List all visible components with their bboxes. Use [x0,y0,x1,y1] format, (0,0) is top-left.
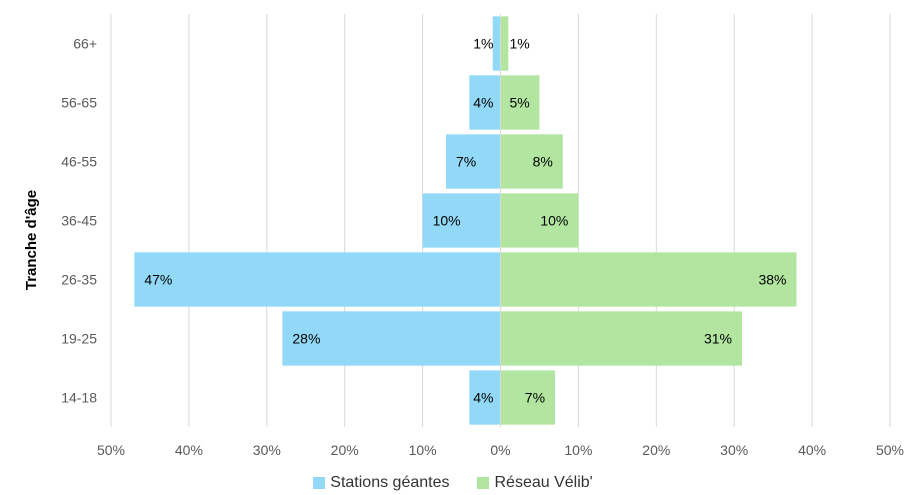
legend-label-velib: Réseau Vélib' [494,474,593,491]
x-tick-label: 50% [97,442,125,458]
data-label: 7% [456,154,476,170]
category-labels: 66+ 56-65 46-55 36-45 26-35 19-25 14-18 [61,36,97,406]
data-label: 8% [533,154,553,170]
legend-item-stations: Stations géantes [313,474,449,492]
data-label: 4% [473,95,493,111]
data-labels: 1% 1% 4% 5% 7% 8% 10% 10% 47% 38% 28% 31% 4% 7% [144,36,786,406]
data-label: 28% [292,331,320,347]
legend: Stations géantes Réseau Vélib' [0,474,906,492]
category-label: 19-25 [61,331,97,347]
data-label: 47% [144,272,172,288]
x-tick-label: 20% [331,442,359,458]
x-tick-label: 40% [798,442,826,458]
x-tick-label: 10% [564,442,592,458]
bar-stations-geantes [492,16,501,71]
x-tick-label: 40% [175,442,203,458]
x-tick-labels: 50% 40% 30% 20% 10% 0% 10% 20% 30% 40% 50% [97,442,904,458]
legend-item-velib: Réseau Vélib' [477,474,593,492]
bar-stations-geantes [445,134,501,189]
data-label: 4% [473,390,493,406]
category-label: 14-18 [61,390,97,406]
bar-stations-geantes [282,311,501,366]
data-label: 38% [758,272,786,288]
legend-swatch-stations [313,477,326,489]
category-label: 66+ [73,36,97,52]
category-label: 46-55 [61,154,97,170]
category-label: 36-45 [61,213,97,229]
data-label: 10% [433,213,461,229]
x-tick-label: 30% [253,442,281,458]
legend-swatch-velib [477,477,490,489]
x-tick-label: 10% [409,442,437,458]
x-tick-label: 50% [876,442,904,458]
bar-reseau-velib [500,16,509,71]
bar-stations-geantes [134,252,501,307]
bar-reseau-velib [500,370,556,425]
data-label: 10% [540,213,568,229]
y-axis-label: Tranche d'âge [23,190,40,290]
bar-stations-geantes [469,370,501,425]
x-tick-label: 20% [642,442,670,458]
bars [134,14,797,427]
data-label: 7% [525,390,545,406]
category-label: 56-65 [61,95,97,111]
bar-reseau-velib [500,252,797,307]
category-label: 26-35 [61,272,97,288]
bar-stations-geantes [422,193,501,248]
bar-reseau-velib [500,193,579,248]
bar-reseau-velib [500,75,540,130]
bar-reseau-velib [500,134,563,189]
bar-stations-geantes [469,75,501,130]
data-label: 31% [704,331,732,347]
bar-reseau-velib [500,311,742,366]
x-tick-label: 30% [720,442,748,458]
data-label: 1% [510,36,530,52]
x-tick-label: 0% [490,442,510,458]
data-label: 5% [510,95,530,111]
data-label: 1% [473,36,493,52]
legend-label-stations: Stations géantes [330,474,450,491]
